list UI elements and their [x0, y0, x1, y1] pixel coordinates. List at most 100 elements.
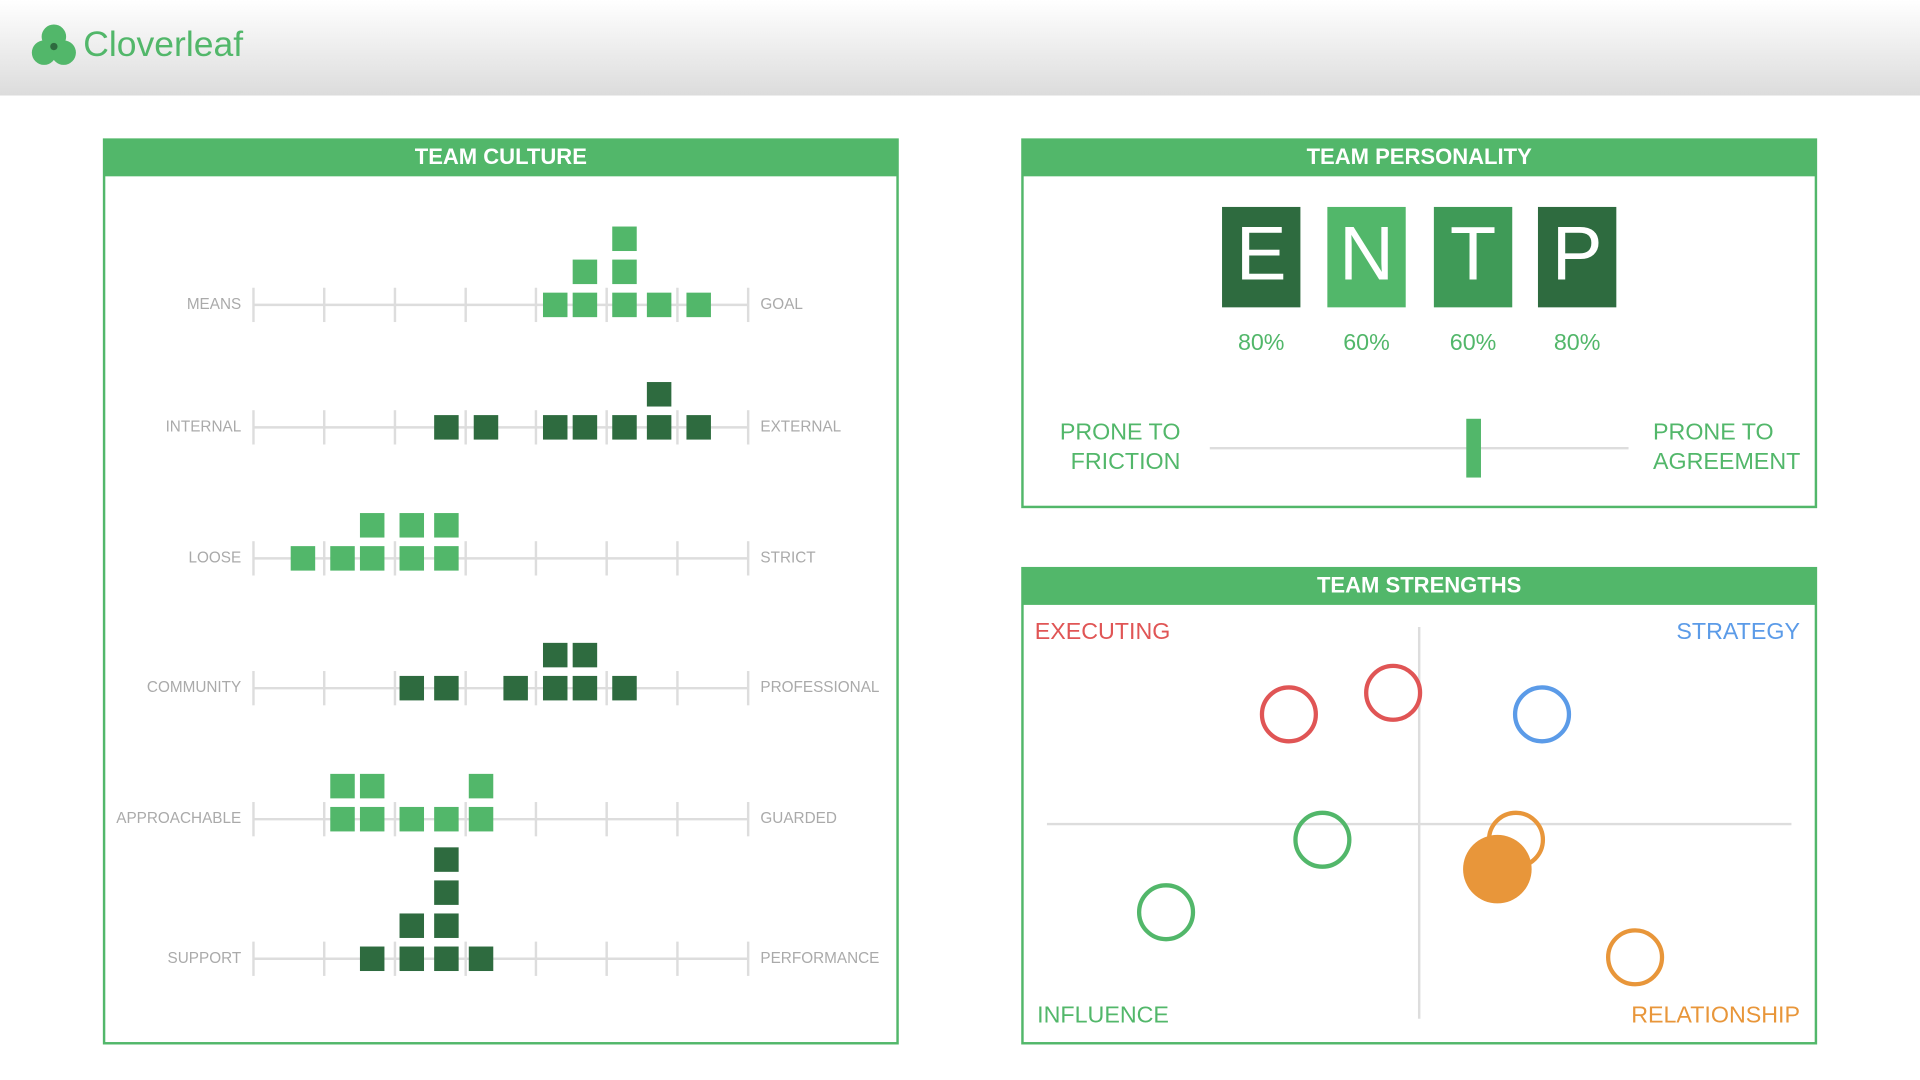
member-point — [1512, 685, 1572, 744]
culture-square — [330, 806, 355, 832]
letter: T — [1450, 212, 1496, 297]
culture-square — [542, 292, 568, 318]
culture-square — [612, 259, 637, 285]
letter: N — [1339, 212, 1394, 297]
quadrant-label: STRATEGY — [1676, 618, 1800, 644]
percent: 80% — [1238, 329, 1285, 355]
logo-center — [50, 42, 58, 51]
header — [0, 0, 1920, 96]
culture-square — [434, 546, 459, 571]
panel-bar — [1022, 568, 1816, 605]
row-right-label: PERFORMANCE — [760, 950, 879, 967]
row-left-label: INTERNAL — [166, 418, 242, 435]
slider-label: PRONE TO — [1060, 419, 1181, 445]
culture-square — [399, 806, 425, 832]
panel-frame — [102, 138, 899, 1045]
member-point — [1463, 834, 1532, 904]
culture-square — [646, 292, 672, 318]
culture-square — [468, 773, 494, 799]
row-left-label: LOOSE — [189, 549, 242, 566]
letter-box — [1433, 206, 1513, 308]
panel-frame — [1021, 138, 1818, 509]
member-point — [1364, 663, 1423, 722]
member-point — [1259, 685, 1318, 744]
culture-square — [359, 946, 385, 972]
culture-square — [290, 546, 316, 571]
culture-square — [330, 773, 355, 799]
letter-box — [1327, 206, 1406, 308]
culture-square — [399, 675, 425, 701]
culture-square — [434, 675, 459, 701]
culture-square — [612, 226, 637, 252]
culture-square — [686, 415, 711, 440]
row-left-label: COMMUNITY — [147, 679, 241, 696]
slider-label: PRONE TO — [1653, 419, 1774, 445]
culture-square — [399, 546, 425, 571]
panel-bar — [104, 139, 898, 177]
culture-square — [612, 675, 637, 701]
quadrant-label: EXECUTING — [1035, 618, 1171, 644]
culture-square — [542, 675, 568, 701]
panel-bar — [1022, 139, 1816, 177]
row-left-label: APPROACHABLE — [116, 810, 241, 827]
letter-box — [1222, 206, 1301, 308]
quadrant-label: INFLUENCE — [1037, 1001, 1169, 1027]
row-right-label: GUARDED — [760, 810, 837, 827]
row-left-label: MEANS — [187, 296, 241, 313]
row-right-label: GOAL — [760, 296, 803, 313]
row-right-label: EXTERNAL — [760, 418, 841, 435]
culture-panel: TEAM CULTURE — [102, 138, 899, 1045]
culture-square — [646, 382, 672, 407]
row-right-label: STRICT — [760, 549, 815, 566]
personality-panel: TEAM PERSONALITY — [1021, 138, 1818, 509]
culture-square — [468, 806, 494, 832]
letter: E — [1236, 212, 1287, 297]
culture-square — [359, 546, 385, 571]
percent: 60% — [1343, 329, 1390, 355]
culture-square — [686, 292, 711, 318]
culture-square — [503, 675, 528, 701]
member-point — [1606, 928, 1665, 987]
member-point — [1136, 883, 1196, 942]
culture-square — [359, 773, 385, 799]
culture-square — [399, 946, 425, 972]
culture-square — [330, 546, 355, 571]
brand: Cloverleaf — [83, 24, 243, 64]
row-right-label: PROFESSIONAL — [760, 679, 879, 696]
culture-square — [572, 415, 598, 440]
letter: P — [1552, 212, 1603, 297]
slider-label: AGREEMENT — [1653, 448, 1800, 474]
logo[interactable]: Cloverleaf — [31, 24, 243, 65]
culture-square — [572, 292, 598, 318]
panel-title: TEAM STRENGTHS — [1317, 572, 1521, 597]
panel-title: TEAM CULTURE — [415, 144, 587, 169]
letter-box — [1537, 206, 1617, 308]
culture-square — [434, 880, 459, 905]
culture-square — [434, 415, 459, 440]
slider-label: FRICTION — [1071, 448, 1181, 474]
member-point — [1293, 810, 1352, 869]
culture-square — [399, 913, 425, 938]
culture-square — [434, 806, 459, 832]
culture-square — [542, 642, 568, 668]
culture-square — [359, 513, 385, 538]
culture-square — [572, 259, 598, 285]
percent: 60% — [1450, 329, 1497, 355]
culture-square — [359, 806, 385, 832]
culture-square — [612, 415, 637, 440]
quadrant-label: RELATIONSHIP — [1631, 1001, 1800, 1027]
strengths-panel: TEAM STRENGTHS EXECUTING STRATEGY INFLUE… — [1021, 566, 1818, 1045]
slider-marker — [1466, 418, 1481, 478]
culture-square — [542, 415, 568, 440]
culture-square — [572, 675, 598, 701]
culture-square — [434, 946, 459, 972]
row-left-label: SUPPORT — [168, 950, 242, 967]
culture-square — [473, 415, 499, 440]
culture-square — [434, 847, 459, 872]
culture-square — [612, 292, 637, 318]
culture-square — [572, 642, 598, 668]
panel-title: TEAM PERSONALITY — [1307, 144, 1533, 169]
culture-square — [434, 513, 459, 538]
